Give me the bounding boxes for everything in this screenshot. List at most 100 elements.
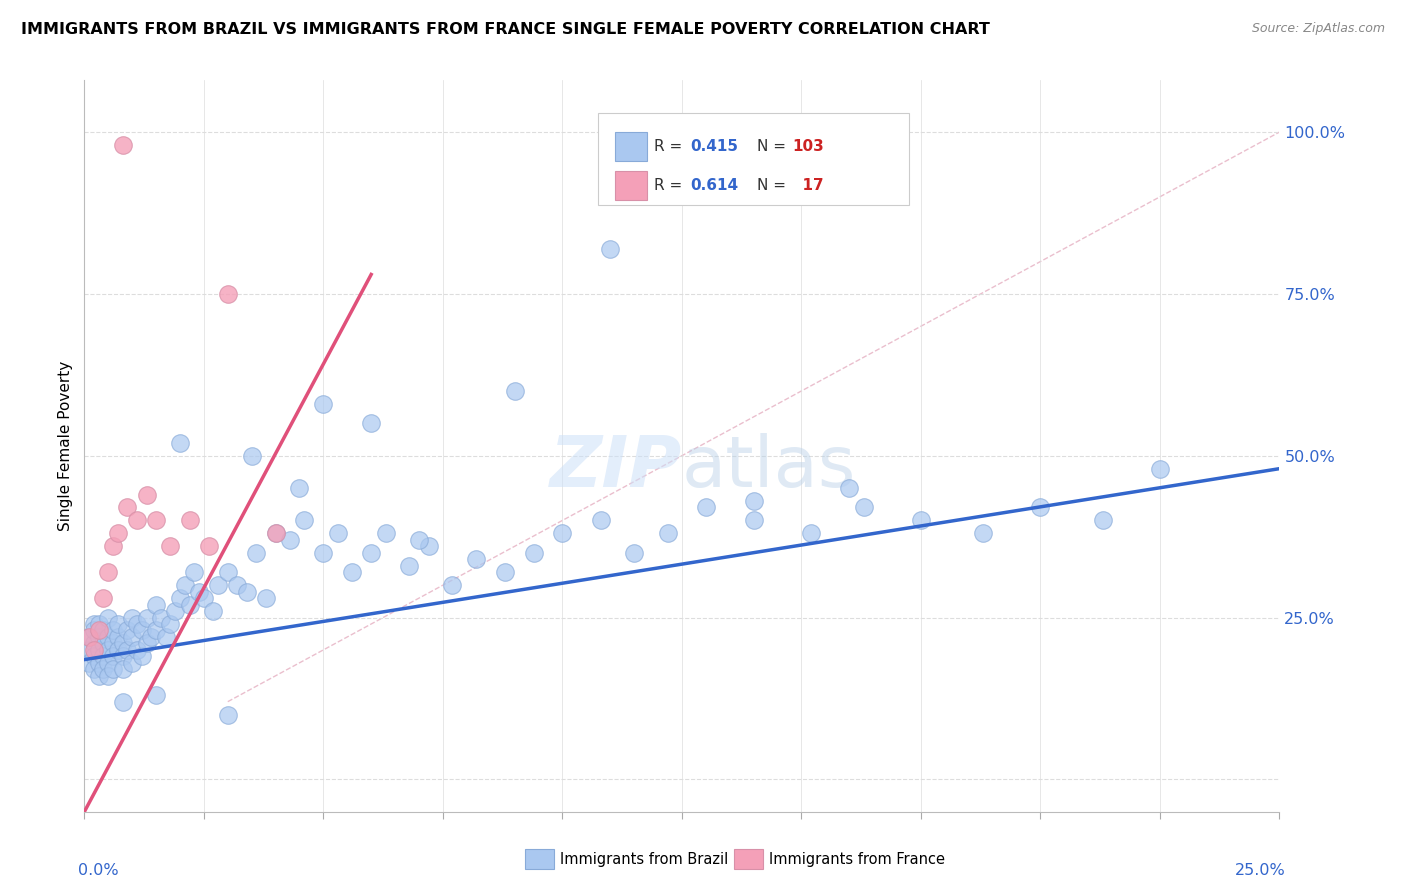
Point: [93, 662, 115, 676]
Point: [145, 688, 167, 702]
Point: [87, 669, 110, 683]
Point: [107, 617, 129, 632]
Point: [217, 707, 239, 722]
Point: [217, 286, 239, 301]
FancyBboxPatch shape: [614, 132, 647, 161]
Point: [93, 591, 115, 606]
Text: Immigrants from France: Immigrants from France: [769, 852, 945, 867]
Point: [117, 624, 139, 638]
Point: [97, 630, 120, 644]
Text: N =: N =: [758, 178, 792, 194]
Point: [111, 662, 134, 676]
Point: [183, 566, 205, 580]
Point: [159, 539, 181, 553]
Point: [145, 624, 167, 638]
Point: [135, 636, 157, 650]
Point: [101, 662, 124, 676]
Y-axis label: Single Female Poverty: Single Female Poverty: [58, 361, 73, 531]
Point: [278, 533, 301, 547]
Point: [131, 649, 153, 664]
Point: [145, 598, 167, 612]
Point: [111, 636, 134, 650]
Point: [111, 649, 134, 664]
Point: [494, 566, 516, 580]
Text: atlas: atlas: [682, 434, 856, 502]
Point: [179, 513, 201, 527]
Point: [107, 526, 129, 541]
Point: [135, 487, 157, 501]
Text: IMMIGRANTS FROM BRAZIL VS IMMIGRANTS FROM FRANCE SINGLE FEMALE POVERTY CORRELATI: IMMIGRANTS FROM BRAZIL VS IMMIGRANTS FRO…: [21, 22, 990, 37]
Point: [83, 643, 105, 657]
Point: [121, 610, 143, 624]
Point: [623, 546, 645, 560]
Point: [169, 591, 191, 606]
Point: [589, 513, 612, 527]
Point: [121, 630, 143, 644]
Point: [87, 656, 110, 670]
Point: [599, 242, 621, 256]
Point: [179, 598, 201, 612]
Point: [264, 526, 287, 541]
Point: [97, 643, 120, 657]
Point: [695, 500, 717, 515]
Point: [83, 617, 105, 632]
Point: [111, 138, 134, 153]
Point: [169, 435, 191, 450]
FancyBboxPatch shape: [526, 849, 554, 869]
Point: [207, 578, 229, 592]
Point: [101, 636, 124, 650]
Point: [83, 636, 105, 650]
Point: [972, 526, 994, 541]
Point: [551, 526, 574, 541]
Point: [121, 656, 143, 670]
Point: [97, 669, 120, 683]
Point: [93, 624, 115, 638]
Point: [83, 624, 105, 638]
Point: [245, 546, 267, 560]
Point: [523, 546, 546, 560]
Text: R =: R =: [654, 178, 688, 194]
Text: 25.0%: 25.0%: [1234, 863, 1285, 878]
Point: [374, 526, 396, 541]
Point: [236, 584, 259, 599]
Point: [87, 624, 110, 638]
Text: 0.415: 0.415: [690, 139, 738, 153]
Point: [292, 513, 315, 527]
Point: [800, 526, 823, 541]
Point: [87, 617, 110, 632]
Point: [1091, 513, 1114, 527]
Point: [135, 610, 157, 624]
FancyBboxPatch shape: [599, 113, 910, 204]
Point: [117, 500, 139, 515]
Point: [742, 513, 765, 527]
Point: [188, 584, 211, 599]
Text: Source: ZipAtlas.com: Source: ZipAtlas.com: [1251, 22, 1385, 36]
Point: [226, 578, 249, 592]
Point: [408, 533, 430, 547]
Point: [910, 513, 932, 527]
Point: [254, 591, 277, 606]
Text: R =: R =: [654, 139, 688, 153]
Point: [93, 649, 115, 664]
Point: [193, 591, 215, 606]
Point: [101, 624, 124, 638]
FancyBboxPatch shape: [734, 849, 763, 869]
Text: 0.614: 0.614: [690, 178, 738, 194]
Point: [107, 630, 129, 644]
Point: [312, 397, 335, 411]
Point: [97, 656, 120, 670]
Point: [838, 481, 860, 495]
Text: Immigrants from Brazil: Immigrants from Brazil: [560, 852, 728, 867]
Point: [1029, 500, 1052, 515]
Point: [173, 578, 195, 592]
Point: [165, 604, 187, 618]
Point: [657, 526, 679, 541]
Point: [145, 513, 167, 527]
Point: [326, 526, 349, 541]
Point: [101, 539, 124, 553]
Point: [155, 630, 177, 644]
Point: [125, 617, 148, 632]
Text: ZIP: ZIP: [550, 434, 682, 502]
Point: [240, 449, 263, 463]
Point: [131, 624, 153, 638]
